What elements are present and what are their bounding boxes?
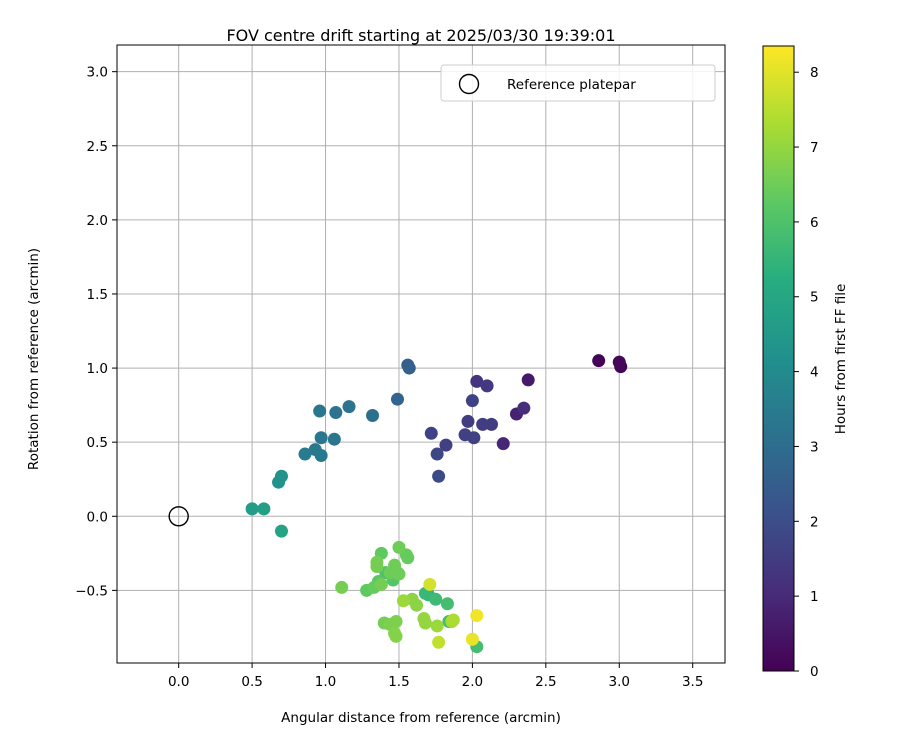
colorbar-tick-label: 7 <box>810 140 819 156</box>
data-point <box>402 361 416 375</box>
colorbar-tick-label: 0 <box>810 664 819 680</box>
colorbar-gradient <box>763 46 794 671</box>
data-point <box>480 379 494 393</box>
x-tick-label: 1.0 <box>315 674 336 690</box>
reference-platepar-marker <box>168 506 189 527</box>
data-point <box>342 400 356 414</box>
data-point <box>274 524 288 538</box>
data-point <box>439 438 453 452</box>
colorbar-tick-label: 8 <box>810 65 819 81</box>
data-point <box>370 560 384 574</box>
chart-title: FOV centre drift starting at 2025/03/30 … <box>226 26 615 45</box>
colorbar-tick-label: 3 <box>810 439 819 455</box>
y-tick-label: 2.0 <box>87 213 108 229</box>
y-tick-label: −0.5 <box>75 583 108 599</box>
data-point <box>388 626 402 640</box>
data-point <box>314 449 328 463</box>
data-point <box>272 475 286 489</box>
y-axis-ticks: −0.5 0.0 0.5 1.0 1.5 2.0 2.5 3.0 <box>75 65 117 599</box>
legend: Reference platepar <box>440 64 716 102</box>
colorbar-tick-label: 2 <box>810 514 819 530</box>
data-point <box>366 409 380 423</box>
data-point <box>612 355 626 369</box>
data-point <box>521 373 535 387</box>
data-point <box>467 431 481 445</box>
data-point <box>470 374 484 388</box>
colorbar-label: Hours from first FF file <box>833 284 849 435</box>
y-tick-label: 0.0 <box>87 509 108 525</box>
colorbar-tick-label: 6 <box>810 215 819 231</box>
data-point <box>496 437 510 451</box>
x-tick-label: 3.0 <box>609 674 630 690</box>
data-point <box>313 404 327 418</box>
x-axis-label: Angular distance from reference (arcmin) <box>281 710 561 726</box>
legend-marker <box>458 73 480 95</box>
data-point <box>470 609 484 623</box>
data-point <box>430 619 444 633</box>
data-point <box>440 597 454 611</box>
x-tick-label: 0.5 <box>241 674 262 690</box>
data-point <box>410 598 424 612</box>
data-point <box>392 567 406 581</box>
data-point <box>429 592 443 606</box>
data-point <box>329 406 343 420</box>
grid <box>117 45 725 663</box>
data-point <box>517 401 531 415</box>
data-point <box>245 502 259 516</box>
data-point <box>391 392 405 406</box>
y-tick-label: 0.5 <box>87 435 108 451</box>
data-point <box>327 432 341 446</box>
data-point <box>418 616 432 630</box>
data-point <box>424 426 438 440</box>
y-tick-label: 3.0 <box>87 65 108 81</box>
x-tick-label: 2.5 <box>535 674 556 690</box>
colorbar-tick-label: 5 <box>810 290 819 306</box>
data-point <box>423 577 437 591</box>
data-point <box>257 502 271 516</box>
data-point <box>592 354 606 368</box>
y-tick-label: 1.5 <box>87 287 108 303</box>
data-point <box>461 414 475 428</box>
data-point <box>432 635 446 649</box>
data-point <box>446 613 460 627</box>
data-point <box>314 431 328 445</box>
data-point <box>374 577 388 591</box>
data-point <box>476 417 490 431</box>
data-point <box>430 447 444 461</box>
colorbar-tick-label: 1 <box>810 589 819 605</box>
data-point <box>335 580 349 594</box>
data-point <box>396 594 410 608</box>
x-axis-ticks: 0.0 0.5 1.0 1.5 2.0 2.5 3.0 3.5 <box>168 663 703 690</box>
data-point <box>401 551 415 565</box>
y-axis-label: Rotation from reference (arcmin) <box>26 248 42 470</box>
plot-frame <box>116 44 726 664</box>
x-tick-label: 3.5 <box>682 674 703 690</box>
y-tick-label: 2.5 <box>87 139 108 155</box>
colorbar-tick-label: 4 <box>810 365 819 381</box>
colorbar-ticks: 0 1 2 3 4 5 6 7 8 <box>794 65 819 680</box>
data-point <box>389 615 403 629</box>
y-tick-label: 1.0 <box>87 361 108 377</box>
data-point <box>432 469 446 483</box>
legend-box <box>440 64 716 102</box>
x-tick-label: 2.0 <box>462 674 483 690</box>
colorbar-frame <box>762 45 795 672</box>
data-point <box>392 540 406 554</box>
x-tick-label: 0.0 <box>168 674 189 690</box>
x-tick-label: 1.5 <box>388 674 409 690</box>
data-point <box>465 632 479 646</box>
colorbar: 0 1 2 3 4 5 6 7 8 Hours from first FF file <box>762 45 849 680</box>
data-points <box>245 354 628 654</box>
legend-entry: Reference platepar <box>507 77 636 93</box>
data-point <box>298 447 312 461</box>
data-point <box>465 394 479 408</box>
